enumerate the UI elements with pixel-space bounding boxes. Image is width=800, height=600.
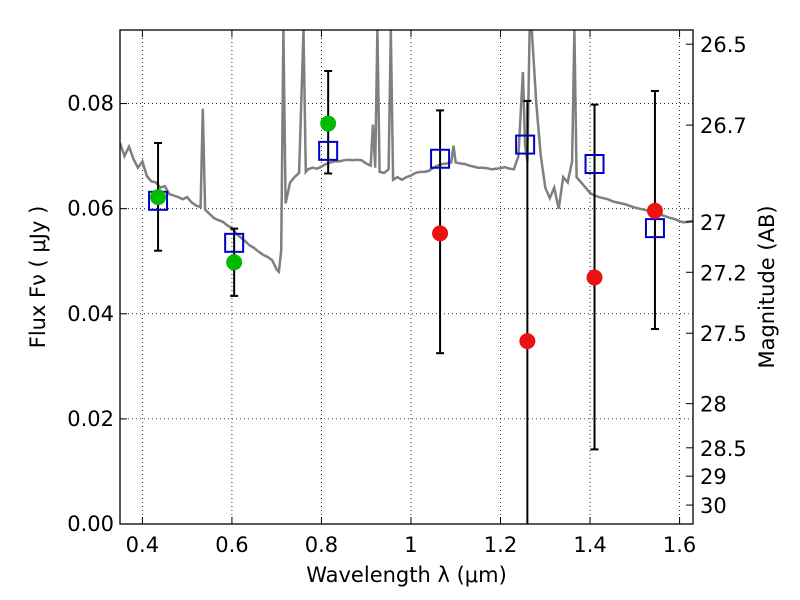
model-photometry-square	[515, 134, 536, 155]
model-photometry-square	[644, 218, 665, 239]
x-tick-label: 0.6	[215, 533, 248, 557]
y-tick-label: 0.02	[67, 407, 114, 431]
y2-tick-label: 27.5	[700, 322, 747, 346]
y-tick-label: 0.08	[67, 92, 114, 116]
y2-tick-label: 26.7	[700, 114, 747, 138]
x-tick-label: 1	[404, 533, 417, 557]
plot-frame	[119, 29, 694, 525]
model-photometry-square	[224, 232, 245, 253]
x-tick-label: 0.8	[305, 533, 338, 557]
y-tick-label: 0.00	[67, 512, 114, 536]
upper-limit-point	[519, 333, 536, 350]
model-photometry-square	[318, 140, 339, 161]
detection-point	[226, 254, 243, 271]
upper-limit-point	[586, 269, 603, 286]
y-axis-ticks: 0.00 0.02 0.04 0.06 0.08	[67, 92, 127, 536]
y2-axis-label: Magnitude (AB)	[755, 205, 779, 368]
model-photometry-squares	[148, 134, 665, 253]
x-axis-label: Wavelength λ (μm)	[306, 563, 507, 587]
y-tick-label: 0.04	[67, 302, 114, 326]
detection-point	[320, 115, 337, 132]
x-tick-label: 0.4	[126, 533, 159, 557]
x-axis-ticks: 0.4 0.6 0.8 1 1.2 1.4 1.6	[126, 30, 696, 557]
model-spectrum-path	[120, 30, 693, 275]
y-axis-label: Flux Fν ( μJy )	[26, 206, 50, 349]
model-spectrum-line	[120, 30, 693, 275]
y2-tick-label: 27	[700, 211, 727, 235]
grid	[120, 30, 693, 525]
upper-limit-point	[432, 225, 449, 242]
y2-tick-label: 26.5	[700, 33, 747, 57]
y-tick-label: 0.06	[67, 197, 114, 221]
error-bars	[154, 69, 659, 524]
y2-axis-ticks: 26.5 26.7 27 27.2 27.5 28 28.5 29 30	[686, 33, 747, 518]
y2-tick-label: 27.2	[700, 261, 747, 285]
y2-tick-label: 28.5	[700, 437, 747, 461]
y2-tick-label: 28	[700, 393, 727, 417]
measured-points	[150, 115, 663, 350]
x-tick-label: 1.2	[484, 533, 517, 557]
model-photometry-square	[584, 154, 605, 175]
x-tick-label: 1.6	[663, 533, 696, 557]
y2-tick-label: 29	[700, 465, 727, 489]
model-photometry-square	[430, 148, 451, 169]
upper-limit-point	[646, 202, 663, 219]
x-tick-label: 1.4	[573, 533, 606, 557]
detection-point	[150, 189, 167, 206]
y2-tick-label: 30	[700, 494, 727, 518]
